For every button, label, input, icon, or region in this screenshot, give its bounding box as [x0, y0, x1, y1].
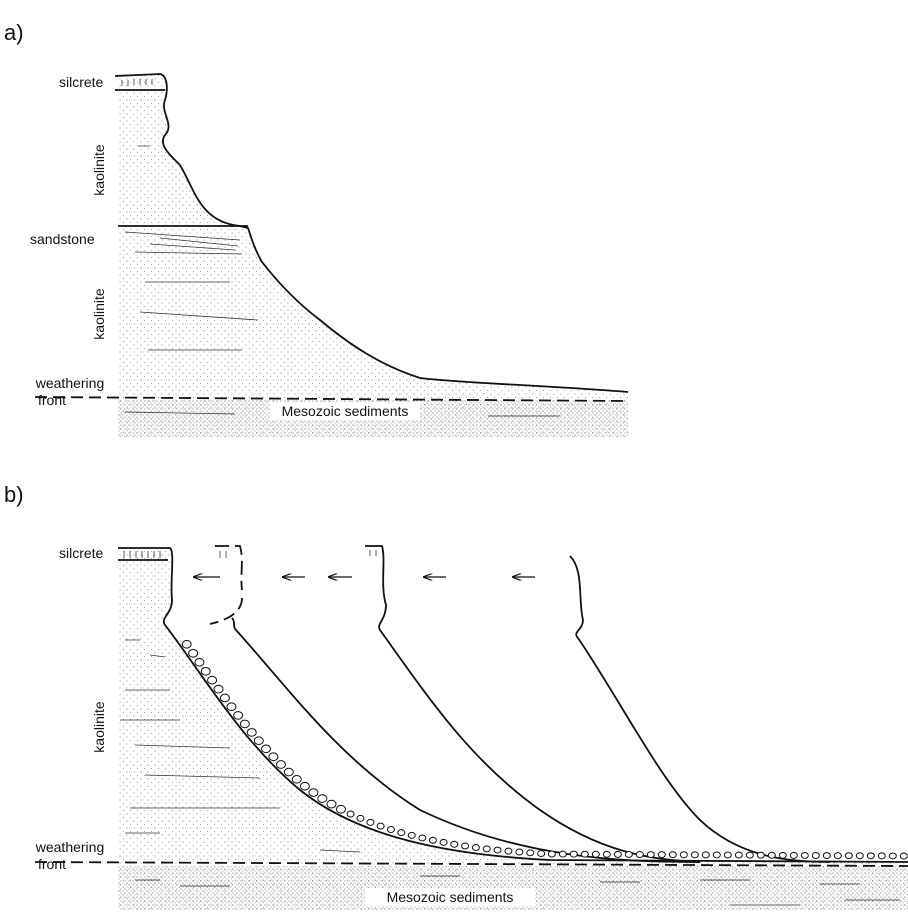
pebble [516, 849, 523, 855]
label: front [38, 392, 66, 408]
pebble [440, 839, 447, 845]
pebble [327, 800, 336, 808]
pebble [889, 853, 896, 859]
label: front [38, 856, 66, 872]
pebble [636, 852, 643, 858]
label: kaolinite [91, 288, 107, 340]
pebble [878, 853, 885, 859]
label: weathering [35, 839, 105, 855]
label: kaolinite [91, 701, 107, 753]
panel-label: b) [4, 482, 24, 507]
pebble [790, 852, 797, 858]
label: kaolinite [91, 144, 107, 196]
pebble [367, 819, 374, 825]
pebble [538, 851, 545, 857]
panel-b: b) silcrete kaolinite weathering front M… [4, 482, 908, 910]
pebble [713, 852, 720, 858]
label: weathering [35, 375, 105, 391]
pebble [292, 775, 301, 783]
pebble [419, 835, 426, 841]
pebble [262, 745, 271, 753]
pebble [559, 851, 566, 857]
pebble [548, 851, 555, 857]
pebble [357, 815, 364, 821]
pebble [276, 761, 285, 769]
pebble [603, 851, 610, 857]
pebble [856, 853, 863, 859]
pebble [592, 851, 599, 857]
pebble [227, 703, 236, 711]
pebble [240, 720, 249, 728]
pebble [189, 649, 198, 657]
pebble [625, 851, 632, 857]
pebble [757, 852, 764, 858]
pebble [494, 847, 501, 853]
pebble [284, 768, 293, 776]
pebble [387, 827, 394, 833]
pebble [581, 851, 588, 857]
pebble [801, 852, 808, 858]
pebble [472, 845, 479, 851]
label: silcrete [59, 74, 104, 90]
panel-label: a) [4, 20, 24, 45]
label: silcrete [59, 545, 104, 561]
label: Mesozoic sediments [282, 403, 409, 419]
pebble [462, 843, 469, 849]
pebble [735, 852, 742, 858]
label: Mesozoic sediments [387, 889, 514, 905]
pebble [208, 676, 217, 684]
pebble [234, 712, 243, 720]
pebble [746, 852, 753, 858]
pebble [867, 853, 874, 859]
pebble [702, 852, 709, 858]
pebble [182, 640, 191, 648]
pebble [823, 853, 830, 859]
pebble [429, 837, 436, 843]
pebble [398, 830, 405, 836]
pebble [195, 658, 204, 666]
pebble [214, 685, 223, 693]
pebble [900, 853, 907, 859]
pebble [247, 729, 256, 737]
pebble [647, 852, 654, 858]
pebble [614, 851, 621, 857]
pebble [570, 851, 577, 857]
pebble [812, 853, 819, 859]
figure: a) silcrete kaolinite sandstone kaolinit… [0, 0, 908, 917]
pebble [377, 823, 384, 829]
pebble [691, 852, 698, 858]
pebble [336, 805, 345, 813]
pebble [527, 850, 534, 856]
pebble [669, 852, 676, 858]
pebble [408, 832, 415, 838]
pebble [779, 852, 786, 858]
pebble [845, 853, 852, 859]
pebble [658, 852, 665, 858]
pebble [309, 789, 318, 797]
pebble [483, 846, 490, 852]
pebble [254, 737, 263, 745]
pebble [269, 753, 278, 761]
pebble [347, 811, 354, 817]
pebble [724, 852, 731, 858]
pebble [451, 841, 458, 847]
panel-a: a) silcrete kaolinite sandstone kaolinit… [4, 20, 628, 437]
pebble [300, 782, 309, 790]
pebble [768, 852, 775, 858]
label: sandstone [30, 231, 95, 247]
pebble [201, 667, 210, 675]
pebble [680, 852, 687, 858]
pebble [318, 795, 327, 803]
pebble [505, 848, 512, 854]
pebble [834, 853, 841, 859]
pebble [220, 694, 229, 702]
